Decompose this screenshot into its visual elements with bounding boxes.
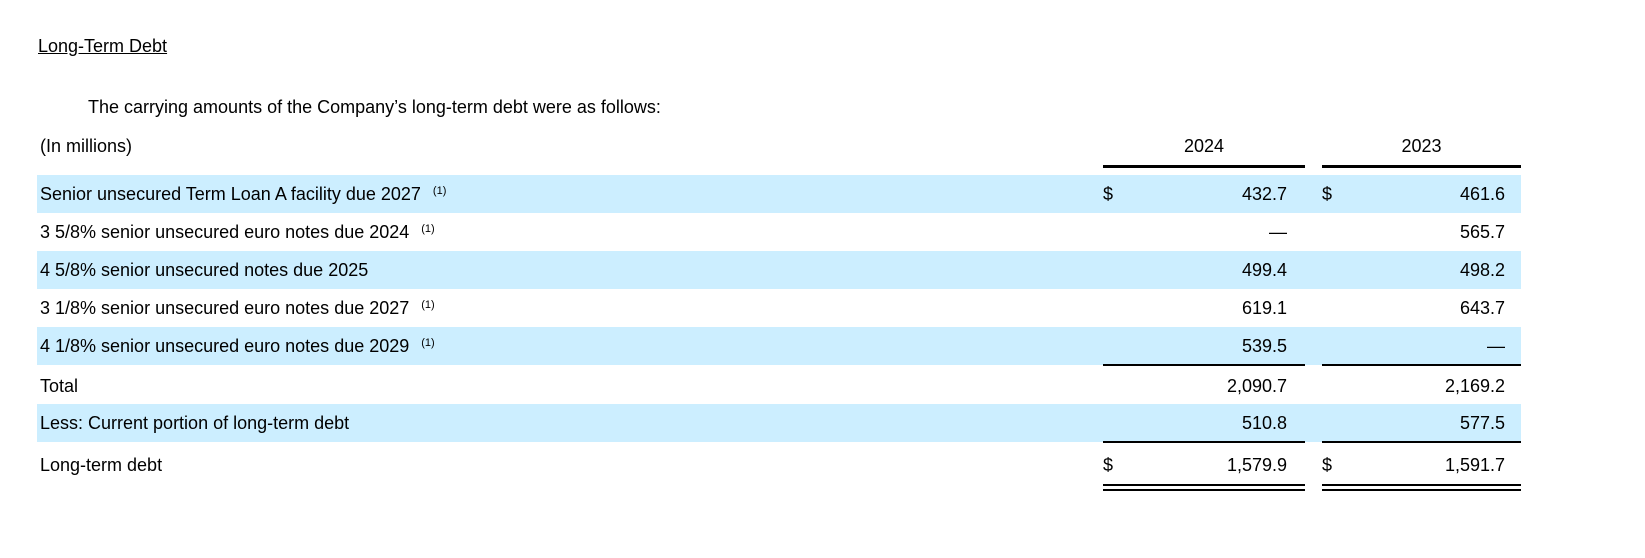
- row-label: 4 5/8% senior unsecured notes due 2025: [40, 260, 369, 280]
- year-header-2023: 2023: [1322, 136, 1521, 168]
- currency-symbol-2024: $: [1103, 184, 1114, 204]
- row-label: 3 5/8% senior unsecured euro notes due 2…: [40, 222, 435, 242]
- section-title: Long-Term Debt: [38, 36, 168, 56]
- table-row: 4 1/8% senior unsecured euro notes due 2…: [37, 327, 1521, 365]
- currency-symbol-2023: $: [1322, 184, 1333, 204]
- value-2024: —: [1269, 222, 1287, 242]
- table-row: 3 1/8% senior unsecured euro notes due 2…: [37, 289, 1521, 327]
- row-label: Total: [40, 376, 79, 396]
- footnote-marker: (1): [432, 185, 447, 197]
- row-label: Senior unsecured Term Loan A facility du…: [40, 184, 447, 204]
- footnote-marker: (1): [421, 299, 435, 311]
- footnote-marker: (1): [421, 223, 435, 235]
- value-2023: 577.5: [1459, 413, 1505, 433]
- value-2023: 565.7: [1459, 222, 1505, 242]
- table-row: 4 5/8% senior unsecured notes due 2025 4…: [37, 251, 1521, 289]
- value-2023: —: [1487, 336, 1505, 356]
- value-2023: 461.6: [1459, 184, 1505, 204]
- unit-label: (In millions): [40, 136, 133, 156]
- table-row: Total 2,090.7 2,169.2: [37, 367, 1521, 405]
- subtotal-rule: [1322, 364, 1521, 366]
- value-2023: 643.7: [1459, 298, 1505, 318]
- value-2024: 1,579.9: [1226, 455, 1287, 475]
- row-label: Long-term debt: [40, 455, 163, 475]
- value-2023: 2,169.2: [1444, 376, 1505, 396]
- table-row: Long-term debt $ 1,579.9 $ 1,591.7: [37, 446, 1521, 484]
- currency-symbol-2023: $: [1322, 455, 1333, 475]
- value-2024: 510.8: [1241, 413, 1287, 433]
- subtotal-rule: [1322, 441, 1521, 443]
- value-2024: 539.5: [1241, 336, 1287, 356]
- row-label: 3 1/8% senior unsecured euro notes due 2…: [40, 298, 435, 318]
- double-rule: [1322, 484, 1521, 486]
- table-row: Less: Current portion of long-term debt …: [37, 404, 1521, 442]
- row-label: Less: Current portion of long-term debt: [40, 413, 350, 433]
- double-rule: [1103, 484, 1305, 486]
- value-2024: 432.7: [1241, 184, 1287, 204]
- value-2023: 1,591.7: [1444, 455, 1505, 475]
- double-rule: [1322, 489, 1521, 491]
- subtotal-rule: [1103, 441, 1305, 443]
- double-rule: [1103, 489, 1305, 491]
- intro-text: The carrying amounts of the Company’s lo…: [88, 97, 661, 117]
- row-label: 4 1/8% senior unsecured euro notes due 2…: [40, 336, 435, 356]
- table-row: 3 5/8% senior unsecured euro notes due 2…: [37, 213, 1521, 251]
- subtotal-rule: [1103, 364, 1305, 366]
- value-2024: 499.4: [1241, 260, 1287, 280]
- value-2023: 498.2: [1459, 260, 1505, 280]
- currency-symbol-2024: $: [1103, 455, 1114, 475]
- year-header-2024: 2024: [1103, 136, 1305, 168]
- table-row: Senior unsecured Term Loan A facility du…: [37, 175, 1521, 213]
- value-2024: 2,090.7: [1226, 376, 1287, 396]
- footnote-marker: (1): [421, 337, 435, 349]
- value-2024: 619.1: [1241, 298, 1287, 318]
